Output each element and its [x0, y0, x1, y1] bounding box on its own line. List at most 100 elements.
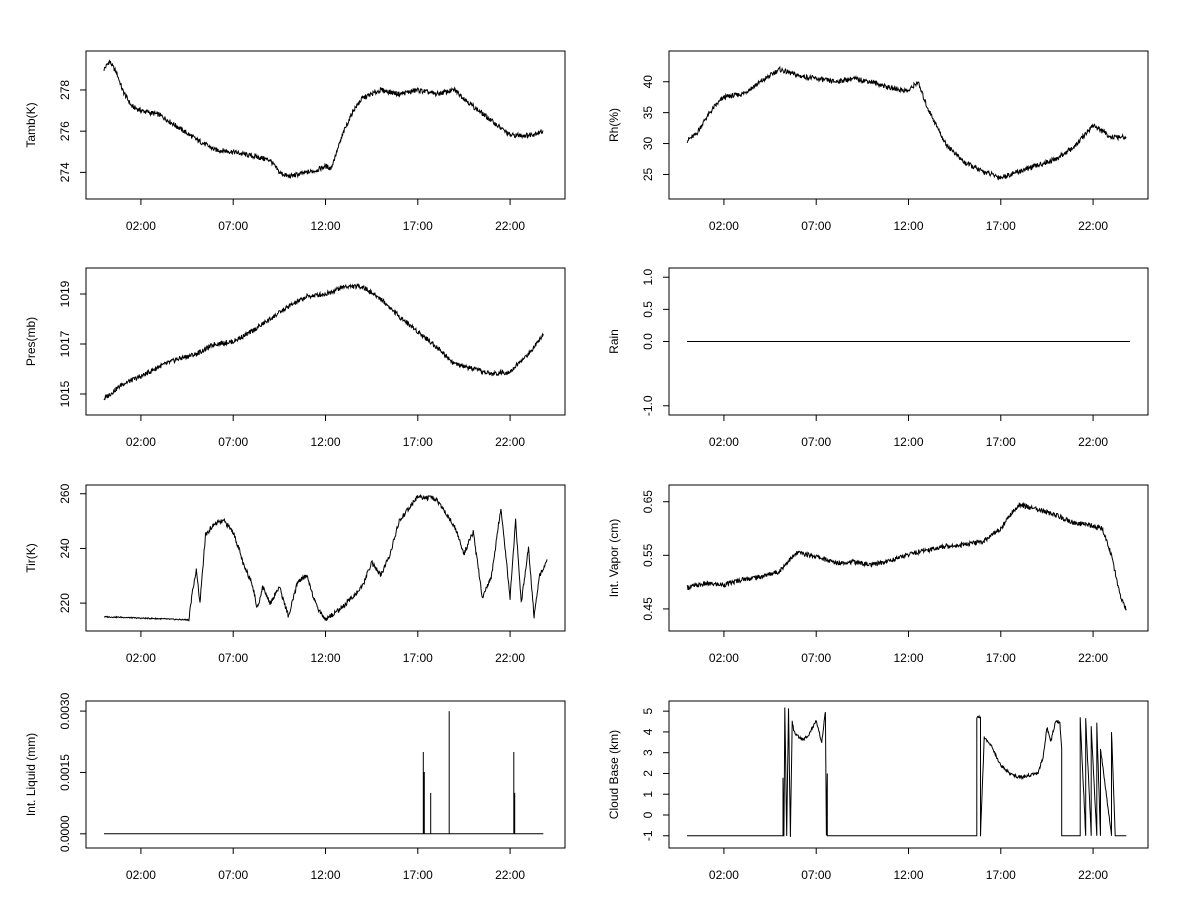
x-tick-label: 02:00 — [709, 219, 739, 233]
y-axis-label: Rain — [607, 329, 621, 354]
panel-3: 02:00 07:00 12:00 17:00 22:00 -1.0 0.0 0.5 1.0 Ra… — [607, 267, 1149, 449]
y-axis-label: Int. Liquid (mm) — [24, 733, 38, 816]
plot-frame — [85, 50, 566, 200]
panel-6: 02:00 07:00 12:00 17:00 22:00 0.0000 0.0015 0.0… — [24, 692, 566, 882]
x-tick-label: 07:00 — [801, 868, 831, 882]
plot-frame — [85, 700, 566, 849]
panel-4: 02:00 07:00 12:00 17:00 22:00 220 240 260 Tir(K) — [24, 483, 566, 665]
x-tick-label: 22:00 — [495, 868, 525, 882]
y-tick-label: 0.45 — [641, 597, 655, 621]
x-tick-label: 07:00 — [218, 868, 248, 882]
x-tick-label: 22:00 — [495, 435, 525, 449]
plot-frame — [668, 700, 1149, 849]
y-tick-label: 25 — [641, 167, 655, 181]
y-tick-label: 1017 — [58, 330, 72, 357]
x-tick-label: 07:00 — [218, 651, 248, 665]
x-tick-label: 17:00 — [403, 219, 433, 233]
y-tick-label: 4 — [641, 728, 655, 735]
y-axis-label: Tamb(K) — [24, 102, 38, 147]
series-line-0 — [686, 65, 1127, 181]
y-tick-label: 240 — [58, 538, 72, 558]
series-line-0 — [104, 711, 544, 835]
x-tick-label: 07:00 — [801, 219, 831, 233]
x-tick-label: 07:00 — [218, 435, 248, 449]
y-axis-label: Pres(mb) — [24, 317, 38, 366]
y-tick-label: 0.65 — [641, 490, 655, 514]
x-tick-label: 12:00 — [310, 435, 340, 449]
panel-2: 02:00 07:00 12:00 17:00 22:00 1015 1017 1019 Pre… — [24, 267, 566, 449]
x-tick-label: 22:00 — [495, 651, 525, 665]
x-tick-label: 22:00 — [1078, 219, 1108, 233]
y-tick-label: -1.0 — [641, 395, 655, 416]
x-tick-label: 12:00 — [893, 435, 923, 449]
y-tick-label: 1019 — [58, 280, 72, 307]
x-tick-label: 07:00 — [218, 219, 248, 233]
y-tick-label: 0 — [641, 811, 655, 818]
y-tick-label: 40 — [641, 75, 655, 89]
y-axis-label: Int. Vapor (cm) — [607, 519, 621, 597]
x-tick-label: 17:00 — [986, 435, 1016, 449]
x-tick-label: 22:00 — [1078, 651, 1108, 665]
y-tick-label: 2 — [641, 770, 655, 777]
plot-frame — [85, 267, 566, 416]
x-tick-label: 22:00 — [495, 219, 525, 233]
plot-frame — [668, 50, 1149, 200]
x-tick-label: 02:00 — [709, 868, 739, 882]
x-tick-label: 17:00 — [403, 868, 433, 882]
x-tick-label: 02:00 — [709, 435, 739, 449]
x-tick-label: 02:00 — [126, 435, 156, 449]
y-tick-label: 260 — [58, 483, 72, 503]
x-tick-label: 02:00 — [126, 219, 156, 233]
x-tick-label: 17:00 — [986, 868, 1016, 882]
x-tick-label: 12:00 — [310, 651, 340, 665]
y-axis-label: Rh(%) — [607, 108, 621, 142]
panel-7: 02:00 07:00 12:00 17:00 22:00 -1 0 1 2 3 4 5 Cloud B… — [607, 700, 1149, 882]
x-tick-label: 17:00 — [403, 435, 433, 449]
y-tick-label: 1.0 — [641, 269, 655, 286]
x-tick-label: 07:00 — [801, 651, 831, 665]
y-tick-label: 35 — [641, 106, 655, 120]
x-tick-label: 17:00 — [403, 651, 433, 665]
y-tick-label: -1 — [641, 830, 655, 841]
y-tick-label: 1015 — [58, 380, 72, 407]
y-tick-label: 1 — [641, 791, 655, 798]
x-tick-label: 22:00 — [1078, 868, 1108, 882]
x-tick-label: 02:00 — [709, 651, 739, 665]
x-tick-label: 12:00 — [310, 868, 340, 882]
y-tick-label: 278 — [58, 80, 72, 100]
panel-1: 02:00 07:00 12:00 17:00 22:00 25 30 35 40 Rh(%) — [607, 50, 1149, 233]
x-tick-label: 22:00 — [1078, 435, 1108, 449]
plot-frame — [668, 484, 1149, 632]
series-line-0 — [103, 283, 544, 401]
y-tick-label: 0.0 — [641, 333, 655, 350]
y-axis-label: Cloud Base (km) — [607, 730, 621, 819]
plot-frame — [85, 484, 566, 632]
y-tick-label: 220 — [58, 593, 72, 613]
y-axis-label: Tir(K) — [24, 543, 38, 573]
x-tick-label: 17:00 — [986, 219, 1016, 233]
x-tick-label: 12:00 — [893, 651, 923, 665]
y-tick-label: 276 — [58, 121, 72, 141]
panel-5: 02:00 07:00 12:00 17:00 22:00 0.45 0.55 0.65 Int… — [607, 484, 1149, 665]
y-tick-label: 30 — [641, 137, 655, 151]
y-tick-label: 274 — [58, 162, 72, 182]
series-line-0 — [686, 502, 1127, 611]
y-tick-label: 0.55 — [641, 543, 655, 567]
x-tick-label: 17:00 — [986, 651, 1016, 665]
y-tick-label: 0.5 — [641, 301, 655, 318]
x-tick-label: 12:00 — [310, 219, 340, 233]
y-tick-label: 3 — [641, 749, 655, 756]
y-tick-label: 0.0015 — [58, 754, 72, 791]
panel-0: 02:00 07:00 12:00 17:00 22:00 274 276 278 Tamb(K… — [24, 50, 566, 233]
series-line-0 — [103, 494, 548, 622]
x-tick-label: 02:00 — [126, 868, 156, 882]
y-tick-label: 0.0000 — [58, 815, 72, 852]
x-tick-label: 12:00 — [893, 219, 923, 233]
x-tick-label: 02:00 — [126, 651, 156, 665]
series-line-0 — [103, 59, 544, 179]
series-line-0 — [687, 707, 1127, 838]
y-tick-label: 5 — [641, 707, 655, 714]
x-tick-label: 12:00 — [893, 868, 923, 882]
x-tick-label: 07:00 — [801, 435, 831, 449]
